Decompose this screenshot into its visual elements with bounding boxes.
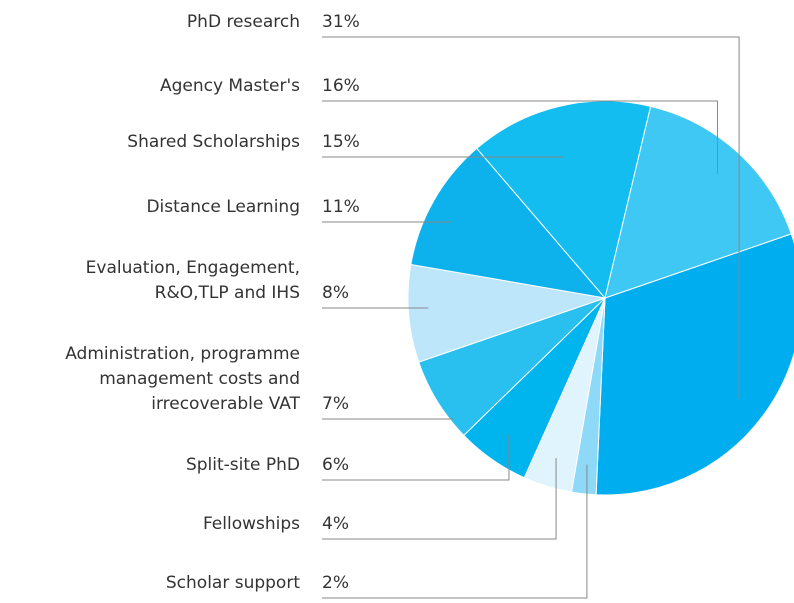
pie-slice <box>604 105 792 299</box>
value-label: 16% <box>322 76 360 96</box>
category-label: Split-site PhD <box>186 455 300 475</box>
value-label: 8% <box>322 283 349 303</box>
category-label: PhD research <box>187 12 300 32</box>
label-line: management costs and <box>99 369 300 389</box>
category-label: Evaluation, Engagement, R&O,TLP and IHS <box>86 258 300 303</box>
value-label: 4% <box>322 514 349 534</box>
label-line: Split-site PhD <box>186 455 300 475</box>
leader-line <box>322 464 588 599</box>
leader-line <box>322 458 557 540</box>
label-line: Fellowships <box>203 514 300 534</box>
label-line: Distance Learning <box>146 197 300 217</box>
pie-slice <box>476 100 652 300</box>
value-label: 15% <box>322 132 360 152</box>
label-line: Evaluation, Engagement, <box>86 258 300 278</box>
leader-line <box>322 435 510 481</box>
category-label: Fellowships <box>203 514 300 534</box>
category-label: Distance Learning <box>146 197 300 217</box>
label-line: R&O,TLP and IHS <box>155 283 300 303</box>
label-line: irrecoverable VAT <box>151 394 300 414</box>
pie-slice <box>407 263 606 363</box>
category-label: Agency Master's <box>160 76 300 96</box>
category-label: Shared Scholarships <box>127 132 300 152</box>
value-label: 11% <box>322 197 360 217</box>
value-label: 31% <box>322 12 360 32</box>
label-line: Shared Scholarships <box>127 132 300 152</box>
pie-slice <box>595 233 794 496</box>
label-line: Agency Master's <box>160 76 300 96</box>
leader-line <box>322 100 718 174</box>
pie-slice <box>410 147 607 299</box>
value-label: 2% <box>322 573 349 593</box>
category-label: Administration, programme management cost… <box>65 344 300 414</box>
value-label: 7% <box>322 394 349 414</box>
label-line: PhD research <box>187 12 300 32</box>
label-line: Administration, programme <box>65 344 300 364</box>
value-label: 6% <box>322 455 349 475</box>
leader-line <box>322 36 740 399</box>
label-line: Scholar support <box>166 573 300 593</box>
category-label: Scholar support <box>166 573 300 593</box>
